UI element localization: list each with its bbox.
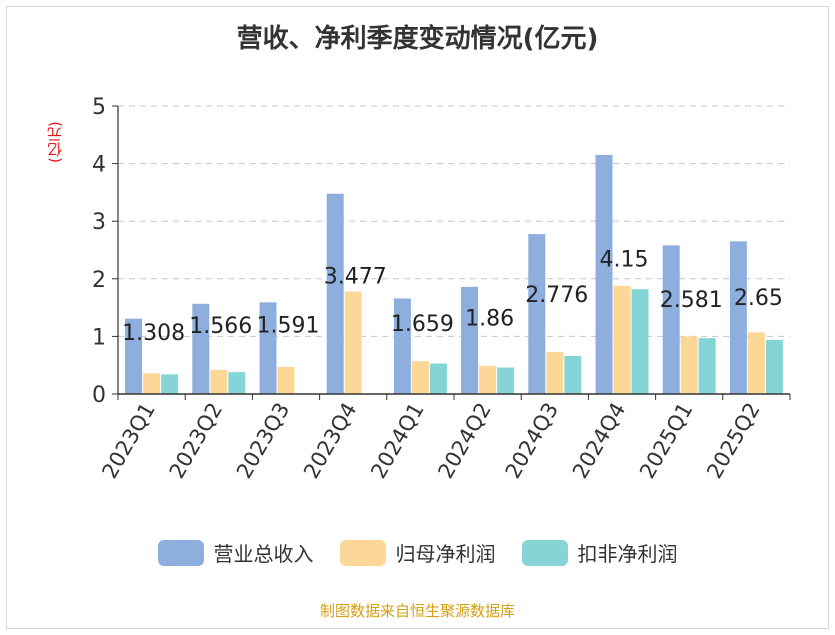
bar-扣非净利润-2024Q4 [631,289,649,394]
bars [125,154,783,394]
bar-扣非净利润-2024Q3 [564,355,582,394]
y-tick-label: 5 [92,95,106,120]
legend-item[interactable]: 营业总收入 [157,538,314,567]
legend: 营业总收入 归母净利润 扣非净利润 [0,538,835,567]
y-tick-label: 3 [92,210,106,235]
bar-营业总收入-2025Q2 [729,241,747,394]
bar-归母净利润-2023Q3 [277,366,295,394]
x-tick-label: 2023Q4 [299,399,361,483]
data-label: 2.776 [525,283,588,308]
axes [112,105,791,400]
bar-归母净利润-2025Q2 [747,332,765,394]
data-label: 1.591 [257,314,320,339]
legend-swatch [157,539,204,566]
legend-item[interactable]: 扣非净利润 [521,538,678,567]
legend-label: 营业总收入 [213,542,314,566]
y-tick-label: 0 [92,383,106,408]
bar-扣非净利润-2025Q2 [765,339,783,394]
source-footer: 制图数据来自恒生聚源数据库 [319,602,515,620]
bar-营业总收入-2023Q1 [125,318,143,394]
bar-营业总收入-2024Q4 [595,154,613,394]
legend-swatch [339,539,386,566]
chart-frame [6,6,829,629]
x-tick-label: 2025Q2 [702,399,764,483]
bar-归母净利润-2023Q4 [344,291,362,394]
data-label: 2.581 [660,288,723,313]
y-tick-label: 2 [92,268,106,293]
data-label: 2.65 [734,286,783,311]
legend-label: 归母净利润 [395,542,496,566]
x-tick-label: 2023Q1 [97,399,159,483]
bar-营业总收入-2024Q1 [393,298,411,394]
data-label: 1.659 [391,312,454,337]
bar-扣非净利润-2024Q1 [429,363,447,394]
chart-title: 营收、净利季度变动情况(亿元) [236,24,599,54]
data-label: 3.477 [324,265,387,290]
y-tick-label: 1 [92,325,106,350]
grid-lines [118,105,790,337]
bar-归母净利润-2024Q1 [411,361,429,394]
bar-扣非净利润-2023Q2 [228,372,246,394]
y-tick-label: 4 [92,153,106,178]
bar-归母净利润-2024Q4 [613,285,631,394]
bar-扣非净利润-2023Q1 [161,374,179,394]
legend-item[interactable]: 归母净利润 [339,538,496,567]
legend-label: 扣非净利润 [577,542,678,566]
bar-营业总收入-2023Q3 [259,302,277,394]
bar-扣非净利润-2024Q2 [497,367,515,394]
x-tick-label: 2023Q3 [232,399,294,483]
data-label: 1.86 [465,307,514,332]
data-label: 4.15 [600,247,649,272]
x-tick-label: 2024Q2 [433,398,495,482]
x-tick-label: 2023Q2 [165,399,227,483]
legend-swatch [521,539,568,566]
x-tick-label: 2025Q1 [635,399,697,483]
x-tick-label: 2024Q4 [568,399,630,483]
bar-归母净利润-2024Q3 [546,351,564,394]
bar-营业总收入-2025Q1 [662,245,680,394]
x-tick-label: 2024Q1 [366,399,428,483]
data-label: 1.308 [122,321,185,346]
bar-营业总收入-2023Q2 [192,303,210,394]
x-tick-label: 2024Q3 [501,399,563,483]
bar-营业总收入-2024Q3 [528,234,546,394]
data-label: 1.566 [189,314,252,339]
bar-归母净利润-2024Q2 [479,365,497,394]
bar-归母净利润-2025Q1 [680,336,698,394]
bar-归母净利润-2023Q2 [210,369,228,394]
bar-营业总收入-2024Q2 [461,286,479,394]
bar-营业总收入-2023Q4 [326,193,344,394]
bar-扣非净利润-2025Q1 [698,338,716,394]
bar-归母净利润-2023Q1 [143,373,161,394]
